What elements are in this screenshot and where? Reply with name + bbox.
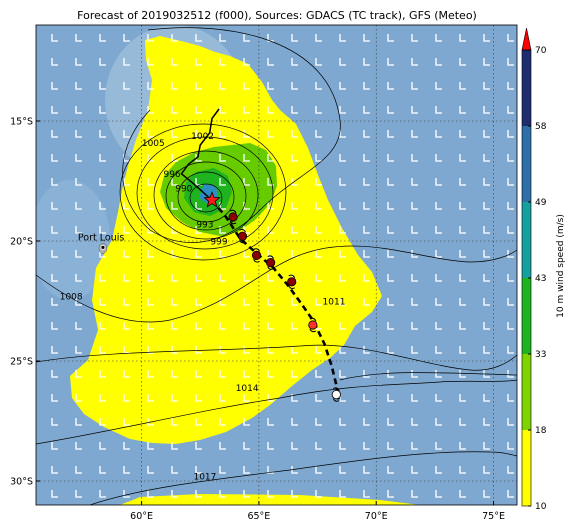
lon-tick-label: 65°E	[247, 511, 270, 522]
cyclone-arms	[239, 229, 246, 244]
cyclone-symbol-icon	[331, 389, 341, 400]
colorbar-segment	[522, 202, 531, 278]
past-track-line	[180, 108, 220, 201]
forecast-position-marker	[331, 387, 341, 402]
cyclone-arms	[267, 255, 275, 270]
colorbar: 10 18 33 43 49 58 70	[521, 27, 547, 512]
isobar-label: 1011	[323, 297, 346, 307]
figure-title: Forecast of 2019032512 (f000), Sources: …	[77, 9, 477, 22]
isobars	[36, 27, 517, 505]
isobar-label: 1014	[236, 384, 259, 394]
isobar-label-text: 1005	[142, 139, 165, 149]
forecast-position-marker	[266, 255, 276, 270]
isobar-label-text: 996	[163, 170, 180, 180]
colorbar-extend-arrow	[521, 27, 532, 51]
isobar-label-text: 999	[210, 237, 227, 247]
colorbar-segment	[522, 354, 531, 430]
colorbar-tick-label: 49	[535, 198, 547, 208]
cyclone-arms	[309, 317, 317, 333]
forecast-point-group	[228, 209, 341, 402]
lon-tick-label: 75°E	[482, 511, 505, 522]
cyclone-symbol-icon	[251, 250, 262, 260]
forecast-track-line	[210, 199, 340, 400]
cyclone-arms	[253, 248, 261, 263]
axis-ticks: 60°E 65°E 70°E 75°E 15°S 20°S 25°S 30°S	[10, 117, 505, 523]
lat-tick-label: 20°S	[10, 237, 33, 248]
storm-center-star	[203, 191, 221, 208]
forecast-position-marker	[237, 229, 248, 244]
isobar-label-group: 1002 1005 996 990 993 999 1008 1011 1014 1017	[60, 132, 346, 483]
lon-tick-label: 60°E	[130, 511, 153, 522]
graticule	[36, 25, 517, 505]
cyclone-symbol-icon	[287, 277, 297, 287]
colorbar-segment	[522, 430, 531, 506]
isobar-label-text: 1014	[236, 384, 259, 394]
isobar-label: 1008	[60, 293, 83, 303]
lon-tick-label: 70°E	[365, 511, 388, 522]
isobar-label-text: 1017	[193, 473, 216, 483]
map-frame	[35, 24, 518, 506]
forecast-position-marker	[287, 274, 297, 289]
colorbar-tick-label: 70	[535, 46, 547, 56]
isobar-label: 1017	[193, 473, 216, 483]
colorbar-segment	[522, 50, 531, 126]
colorbar-tick-label: 10	[535, 502, 547, 512]
isobar-label: 1002	[191, 132, 214, 142]
isobar-label-text: 1011	[323, 297, 346, 307]
cyclone-symbol-icon	[228, 212, 238, 222]
colorbar-segment	[522, 278, 531, 354]
isobar-label: 1005	[142, 139, 165, 149]
isobar-label-text: 1002	[191, 132, 214, 142]
forecast-position-marker	[308, 317, 318, 333]
isobar-label: 999	[210, 237, 227, 247]
isobar-label: 993	[196, 221, 213, 231]
map-body: 1002 1005 996 990 993 999 1008 1011 1014 1017 Por…	[36, 25, 517, 505]
forecast-position-marker	[251, 248, 262, 263]
colorbar-label: 10 m wind speed (m/s)	[556, 214, 566, 318]
forecast-position-marker	[228, 209, 238, 225]
cyclone-arms	[288, 274, 296, 289]
lat-tick-label: 25°S	[10, 357, 33, 368]
isobar-label-text: 1008	[60, 293, 83, 303]
isobar-label: 990	[175, 185, 192, 195]
lat-tick-label: 15°S	[10, 117, 33, 128]
isobar-label-text: 993	[196, 221, 213, 231]
cyclone-symbol-icon	[308, 320, 318, 330]
cyclone-arms	[229, 209, 237, 225]
wind-barbs	[36, 25, 517, 505]
port-louis-marker: Port Louis	[78, 232, 124, 254]
colorbar-segment	[522, 126, 531, 202]
isobar-label-text: 990	[175, 185, 192, 195]
colorbar-tick-label: 18	[535, 426, 547, 436]
cyclone-symbol-icon	[266, 257, 276, 268]
isobar-label: 996	[163, 170, 180, 180]
cyclone-arms	[332, 387, 340, 402]
port-louis-label: Port Louis	[78, 232, 124, 243]
colorbar-tick-label: 43	[535, 274, 546, 284]
colorbar-tick-label: 33	[535, 350, 546, 360]
cyclone-symbol-icon	[237, 231, 248, 241]
lat-tick-label: 30°S	[10, 477, 33, 488]
colorbar-tick-label: 58	[535, 122, 547, 132]
